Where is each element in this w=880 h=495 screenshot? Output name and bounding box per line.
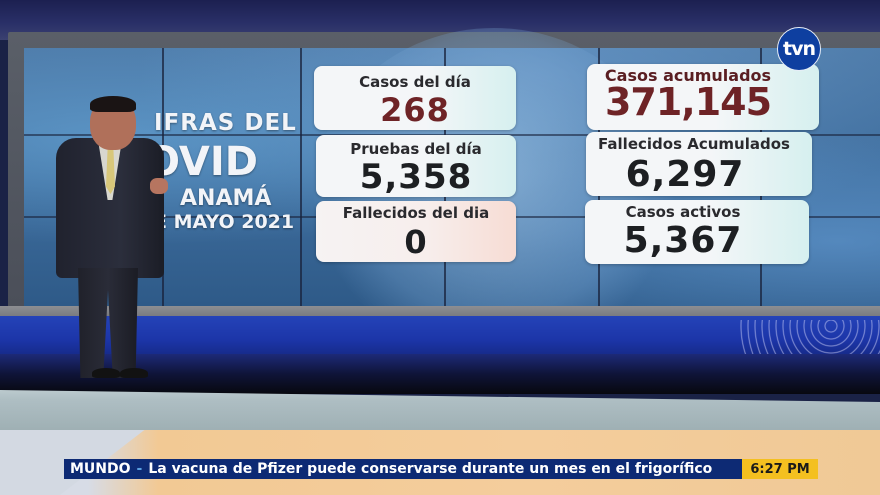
title-line-1: IFRAS DEL xyxy=(154,110,297,136)
title-line-2: OVID xyxy=(146,139,258,185)
broadcast-clock: 6:27 PM xyxy=(742,459,818,479)
ticker-separator: - xyxy=(136,461,143,477)
news-ticker: MUNDO - La vacuna de Pfizer puede conser… xyxy=(64,459,744,479)
title-line-3: ANAMÁ xyxy=(180,186,272,211)
stat-card-daily-cases: Casos del día 268 xyxy=(314,66,516,130)
anchor-tie xyxy=(106,144,115,194)
ticker-section: MUNDO xyxy=(70,461,131,477)
ticker-headline: La vacuna de Pfizer puede conservarse du… xyxy=(148,461,713,477)
stat-value: 5,367 xyxy=(623,220,743,261)
stat-label: Pruebas del día xyxy=(350,140,482,158)
anchor-shoe xyxy=(92,368,120,378)
stat-label: Fallecidos Acumulados xyxy=(598,135,790,153)
stat-card-daily-deaths: Fallecidos del dia 0 xyxy=(316,201,516,262)
stat-label: Casos acumulados xyxy=(604,66,772,85)
anchor-shoe xyxy=(120,368,148,378)
tvn-logo: tvn xyxy=(777,27,821,71)
news-anchor xyxy=(52,96,172,383)
title-line-4: E MAYO 2021 xyxy=(154,211,295,233)
stat-label: Fallecidos del dia xyxy=(342,204,490,222)
stat-label: Casos activos xyxy=(625,203,741,221)
stat-value: 371,145 xyxy=(604,80,772,124)
stat-card-daily-tests: Pruebas del día 5,358 xyxy=(316,135,516,197)
stat-value: 5,358 xyxy=(359,157,473,197)
stat-card-cumulative-cases: Casos acumulados 371,145 xyxy=(587,64,819,130)
stat-value: 6,297 xyxy=(625,154,745,195)
studio-floor xyxy=(0,418,880,495)
stat-value: 0 xyxy=(404,223,428,261)
stat-card-active-cases: Casos activos 5,367 xyxy=(585,200,809,264)
anchor-hair xyxy=(90,96,136,112)
stat-card-cumulative-deaths: Fallecidos Acumulados 6,297 xyxy=(586,132,812,196)
stat-label: Casos del día xyxy=(359,73,471,91)
wall-seam xyxy=(300,48,302,306)
anchor-hand xyxy=(150,178,168,194)
stat-value: 268 xyxy=(380,91,450,129)
blue-led-strip xyxy=(0,316,880,356)
anchor-legs xyxy=(78,268,138,378)
